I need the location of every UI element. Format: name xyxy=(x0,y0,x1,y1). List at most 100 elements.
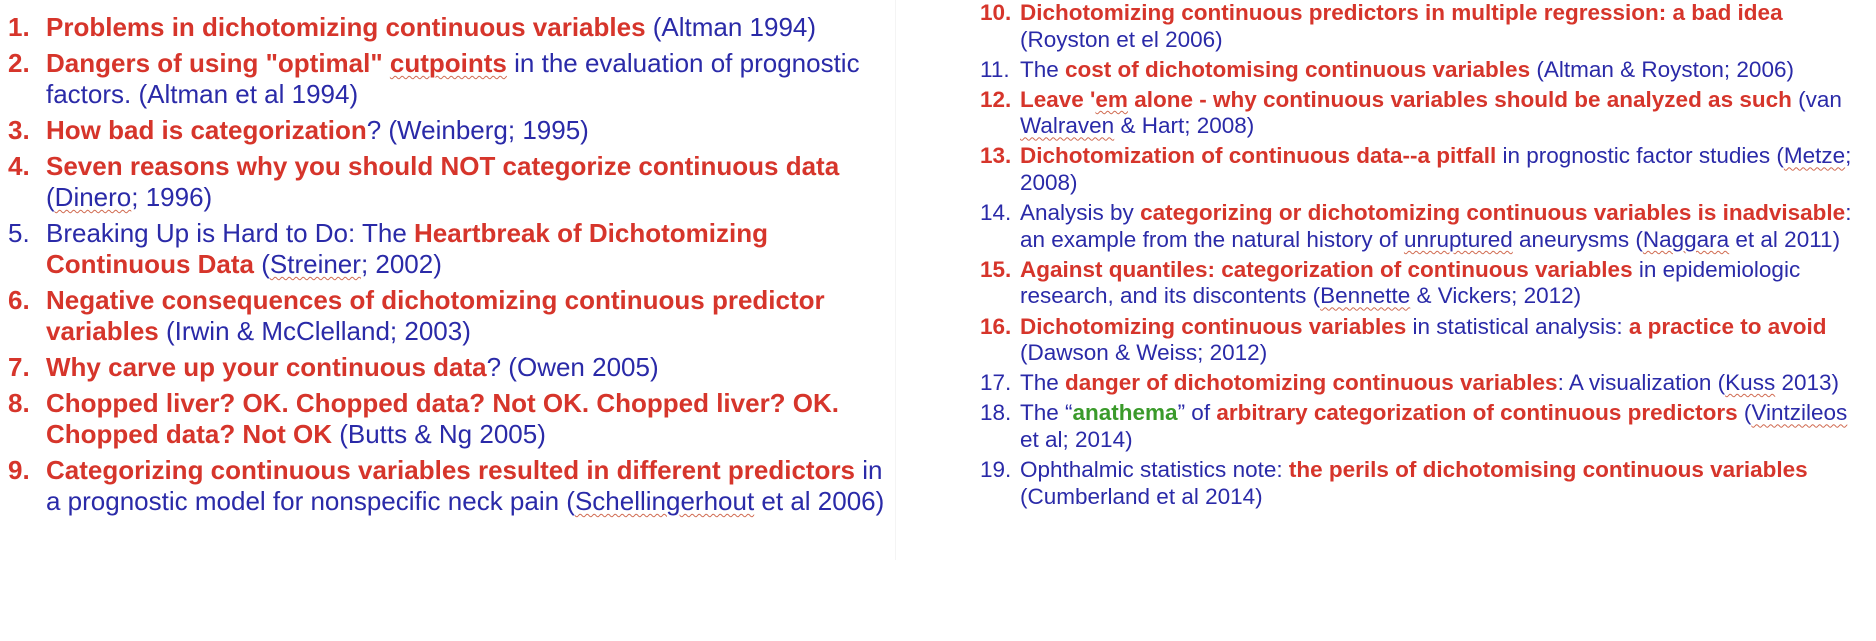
reference-text: ( xyxy=(46,182,55,212)
reference-number: 8. xyxy=(8,388,30,418)
reference-title-highlight: Negative consequences of dichotomizing c… xyxy=(46,285,825,346)
reference-text: (Dawson & Weiss; 2012) xyxy=(1020,340,1268,366)
reference-title-highlight: Categorizing continuous variables result… xyxy=(46,455,856,485)
reference-number: 19. xyxy=(980,457,1012,482)
reference-number: 5. xyxy=(8,218,30,248)
reference-title-highlight: danger of dichotomizing continuous varia… xyxy=(1065,370,1558,396)
reference-item: 11. The cost of dichotomising continuous … xyxy=(980,57,1860,84)
reference-title-highlight: Against quantiles: categorization of con… xyxy=(1020,256,1633,282)
reference-item: 2. Dangers of using "optimal" cutpoints i… xyxy=(8,48,898,110)
reference-title-highlight: Why carve up your continuous data xyxy=(46,352,487,382)
reference-item: 13. Dichotomization of continuous data--a… xyxy=(980,143,1860,196)
reference-text: The xyxy=(1020,370,1066,396)
reference-title-highlight: Chopped liver? OK. Chopped data? Not OK.… xyxy=(46,388,840,449)
reference-text: in prognostic factor studies ( xyxy=(1496,143,1784,169)
reference-text: Analysis by xyxy=(1020,200,1141,226)
reference-number: 11. xyxy=(980,56,1010,82)
reference-text: & Hart; 2008) xyxy=(1114,113,1255,139)
reference-text: Schellingerhout xyxy=(574,486,755,516)
reference-title-highlight: alone - why continuous variables should … xyxy=(1127,86,1792,112)
reference-number: 4. xyxy=(8,151,30,181)
reference-item: 19. Ophthalmic statistics note: the peril… xyxy=(980,457,1860,510)
reference-text: Bennette xyxy=(1320,283,1411,309)
reference-number: 1. xyxy=(8,12,30,42)
reference-item: 12. Leave 'em alone - why continuous vari… xyxy=(980,87,1860,140)
reference-text: ” of xyxy=(1177,400,1217,426)
reference-text: et al; 2014) xyxy=(1020,426,1133,452)
reference-item: 18. The “anathema” of arbitrary categoriz… xyxy=(980,400,1860,453)
reference-item: 3. How bad is categorization? (Weinberg; … xyxy=(8,115,898,146)
reference-item: 16. Dichotomizing continuous variables in… xyxy=(980,314,1860,367)
reference-title-highlight: arbitrary categorization of continuous p… xyxy=(1216,400,1738,426)
reference-number: 2. xyxy=(8,48,30,78)
reference-title-highlight: a practice to avoid xyxy=(1628,313,1827,339)
reference-number: 9. xyxy=(8,455,30,485)
reference-item: 7. Why carve up your continuous data? (Ow… xyxy=(8,352,898,383)
reference-title-highlight: How bad is categorization xyxy=(46,115,367,145)
reference-text: in the evaluation of prognostic factors.… xyxy=(46,48,860,109)
reference-number: 16. xyxy=(980,313,1012,339)
reference-emphasis: anathema xyxy=(1072,400,1178,426)
reference-text: Metze xyxy=(1783,143,1846,169)
reference-number: 13. xyxy=(980,143,1012,169)
reference-list: 1. Problems in dichotomizing continuous v… xyxy=(8,12,898,517)
reference-text: ( xyxy=(1737,400,1752,426)
reference-text: aneurysms ( xyxy=(1512,226,1643,252)
reference-number: 17. xyxy=(980,370,1012,396)
reference-title-highlight: categorizing or dichotomizing continuous… xyxy=(1140,200,1846,226)
reference-text: (Altman 1994) xyxy=(645,12,817,42)
reference-text: Streiner xyxy=(269,249,361,279)
reference-text: in epidemiologic research, and its disco… xyxy=(1020,256,1801,309)
reference-text: Ophthalmic statistics note: xyxy=(1020,457,1289,482)
reference-text: 2013) xyxy=(1775,370,1840,396)
reference-text: ? (Weinberg; 1995) xyxy=(366,115,589,145)
reference-title-highlight: Seven reasons why you should NOT categor… xyxy=(46,151,840,181)
reference-text: unruptured xyxy=(1403,226,1513,252)
reference-title-highlight: Dichotomizing continuous predictors in m… xyxy=(1020,0,1783,25)
reference-text: (Altman & Royston; 2006) xyxy=(1530,56,1794,82)
reference-number: 3. xyxy=(8,115,30,145)
reference-text: (Cumberland et al 2014) xyxy=(1020,483,1263,509)
reference-item: 5. Breaking Up is Hard to Do: The Heartbr… xyxy=(8,218,898,280)
reference-title-highlight: Dangers of using "optimal" xyxy=(46,48,390,78)
reference-text: in a prognostic model for nonspecific ne… xyxy=(46,455,883,516)
reference-text: & Vickers; 2012) xyxy=(1410,283,1582,309)
reference-title-highlight: Dichotomizing continuous variables xyxy=(1020,313,1407,339)
reference-text: et al 2006) xyxy=(754,486,885,516)
reference-number: 12. xyxy=(980,86,1012,112)
reference-text: The xyxy=(1020,56,1066,82)
reference-text: Naggara xyxy=(1642,226,1730,252)
reference-item: 1. Problems in dichotomizing continuous v… xyxy=(8,12,898,43)
reference-item: 17. The danger of dichotomizing continuou… xyxy=(980,370,1860,397)
column-divider xyxy=(895,0,896,560)
reference-text: The “ xyxy=(1020,400,1073,426)
reference-item: 10. Dichotomizing continuous predictors i… xyxy=(980,0,1860,53)
reference-text: (Butts & Ng 2005) xyxy=(331,419,546,449)
reference-text: ; 2008) xyxy=(1020,143,1852,196)
reference-number: 10. xyxy=(980,0,1012,25)
reference-text: (van xyxy=(1791,86,1842,112)
reference-text: ( xyxy=(254,249,270,279)
reference-text: ; 1996) xyxy=(131,182,213,212)
reference-title-highlight: the perils of dichotomising continuous v… xyxy=(1288,457,1808,482)
reference-title-highlight: cutpoints xyxy=(389,48,507,78)
reference-item: 8. Chopped liver? OK. Chopped data? Not O… xyxy=(8,388,898,450)
reference-text: : an example from the natural history of xyxy=(1020,200,1852,252)
reference-text: ; 2002) xyxy=(360,249,442,279)
reference-list-right: 10. Dichotomizing continuous predictors i… xyxy=(980,0,1860,514)
reference-text: Breaking Up is Hard to Do: The xyxy=(46,218,415,248)
reference-text: in statistical analysis: xyxy=(1406,313,1629,339)
reference-text: (Royston et el 2006) xyxy=(1020,26,1223,52)
reference-number: 18. xyxy=(980,400,1012,426)
reference-text: Kuss xyxy=(1725,370,1776,396)
reference-number: 7. xyxy=(8,352,30,382)
reference-title-highlight: Heartbreak of Dichotomizing Continuous D… xyxy=(46,218,768,279)
reference-number: 6. xyxy=(8,285,30,315)
reference-item: 9. Categorizing continuous variables resu… xyxy=(8,455,898,517)
reference-text: Vintzileos xyxy=(1751,400,1848,426)
reference-list: 10. Dichotomizing continuous predictors i… xyxy=(980,0,1860,510)
reference-title-highlight: cost of dichotomising continuous variabl… xyxy=(1065,56,1531,82)
reference-number: 14. xyxy=(980,200,1012,226)
reference-item: 14. Analysis by categorizing or dichotomi… xyxy=(980,200,1860,253)
reference-text: ? (Owen 2005) xyxy=(486,352,659,382)
